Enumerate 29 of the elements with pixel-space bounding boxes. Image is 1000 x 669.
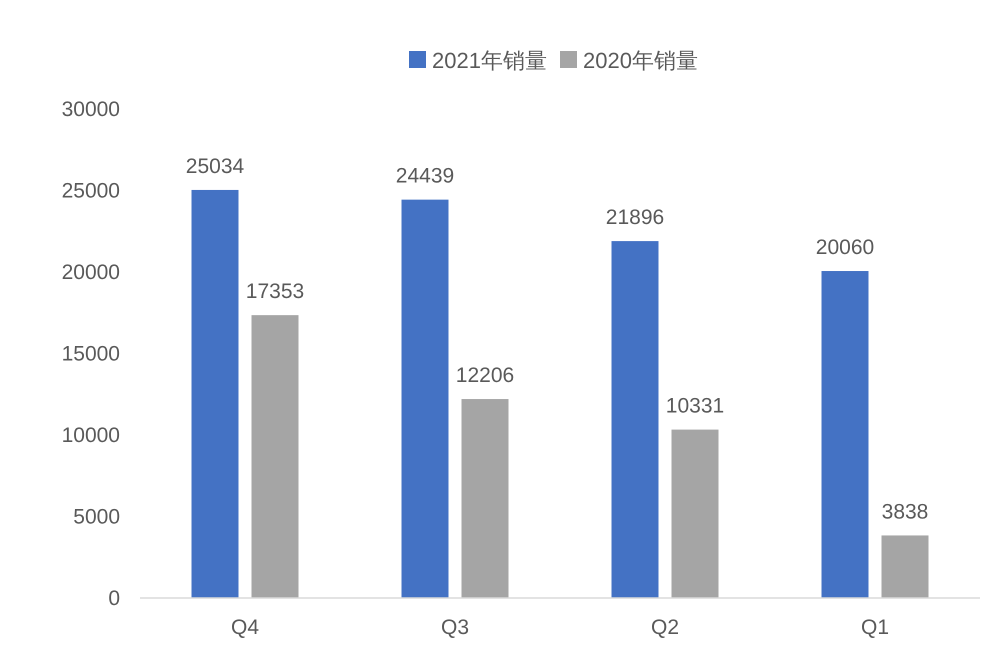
x-tick-label: Q3 (440, 616, 470, 639)
bar (252, 315, 298, 598)
y-tick-label: 20000 (62, 261, 120, 284)
bar (402, 200, 448, 598)
data-label: 24439 (396, 164, 454, 188)
bar (822, 271, 868, 598)
y-tick-label: 5000 (73, 506, 120, 528)
data-label: 3838 (882, 500, 928, 524)
y-tick-label: 10000 (62, 424, 120, 447)
legend-label: 2020年销量 (583, 48, 698, 73)
data-label: 17353 (246, 280, 304, 304)
bar (612, 241, 658, 598)
data-label: 25034 (186, 154, 245, 178)
y-tick-label: 15000 (62, 342, 120, 366)
data-label: 21896 (606, 206, 664, 230)
bar (672, 430, 718, 598)
bar (192, 190, 238, 598)
data-label: 10331 (666, 394, 724, 418)
bar (462, 399, 508, 598)
x-tick-label: Q4 (230, 616, 260, 639)
y-tick-label: 30000 (62, 98, 120, 121)
y-tick-label: 0 (108, 587, 120, 610)
data-label: 12206 (456, 364, 514, 388)
bar (882, 535, 928, 598)
legend-label: 2021年销量 (432, 48, 547, 73)
y-tick-label: 25000 (62, 180, 120, 202)
x-tick-label: Q1 (860, 616, 890, 639)
x-tick-label: Q2 (650, 616, 680, 639)
data-label: 20060 (816, 236, 874, 260)
